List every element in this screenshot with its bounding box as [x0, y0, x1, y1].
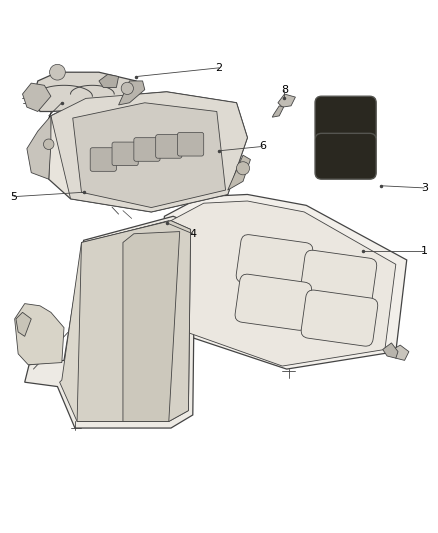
Circle shape [43, 139, 54, 149]
FancyBboxPatch shape [315, 133, 376, 179]
Polygon shape [49, 92, 247, 212]
Text: 1: 1 [421, 246, 428, 256]
Polygon shape [51, 92, 247, 212]
Polygon shape [228, 155, 251, 190]
FancyBboxPatch shape [90, 148, 117, 171]
Text: 5: 5 [10, 192, 17, 201]
Polygon shape [278, 94, 295, 107]
FancyBboxPatch shape [315, 96, 376, 142]
Polygon shape [73, 103, 226, 207]
Polygon shape [162, 201, 396, 366]
Text: 3: 3 [421, 183, 428, 193]
Polygon shape [272, 106, 284, 117]
Polygon shape [389, 345, 409, 360]
FancyBboxPatch shape [301, 290, 378, 346]
Polygon shape [27, 116, 51, 179]
Text: 6: 6 [259, 141, 266, 151]
Circle shape [121, 82, 134, 94]
FancyBboxPatch shape [236, 235, 313, 291]
Text: 4: 4 [189, 229, 196, 239]
Polygon shape [33, 72, 143, 111]
Polygon shape [16, 312, 31, 336]
Polygon shape [123, 231, 180, 422]
Circle shape [49, 64, 65, 80]
Text: 2: 2 [215, 63, 223, 73]
Text: 7: 7 [45, 111, 52, 121]
Text: 8: 8 [281, 85, 288, 95]
FancyBboxPatch shape [300, 250, 377, 306]
FancyBboxPatch shape [155, 135, 182, 158]
Polygon shape [119, 81, 145, 105]
FancyBboxPatch shape [134, 138, 160, 161]
Polygon shape [155, 195, 407, 369]
FancyBboxPatch shape [235, 274, 312, 330]
Polygon shape [22, 83, 51, 111]
Polygon shape [14, 304, 64, 365]
FancyBboxPatch shape [112, 142, 138, 166]
FancyBboxPatch shape [177, 133, 204, 156]
Polygon shape [383, 343, 398, 358]
Circle shape [237, 161, 250, 175]
Polygon shape [25, 216, 195, 428]
Polygon shape [99, 75, 119, 87]
Polygon shape [60, 221, 191, 422]
Polygon shape [77, 221, 191, 422]
